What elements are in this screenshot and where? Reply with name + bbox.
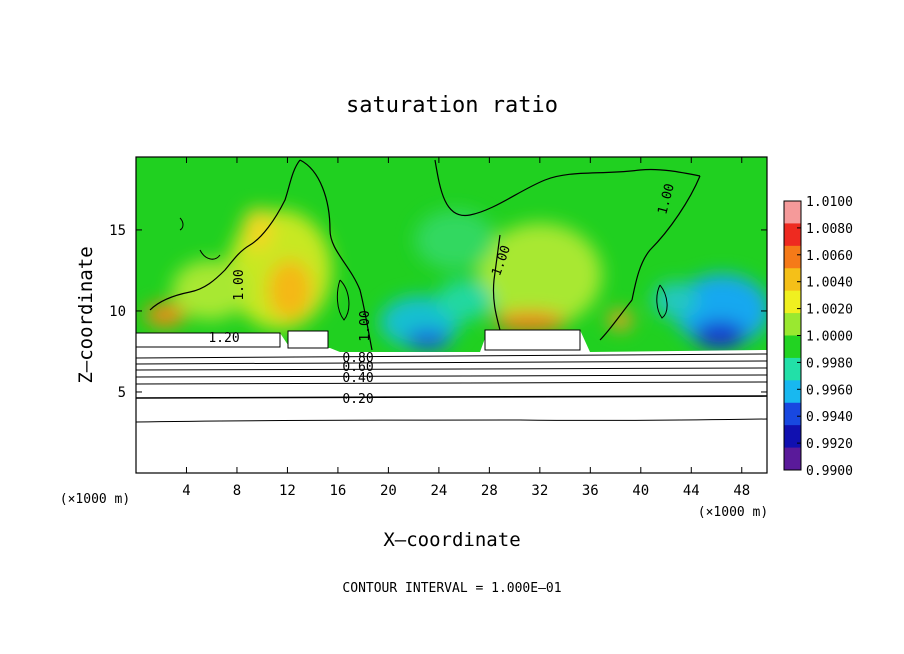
colorbar-segment [784,290,801,314]
subsaturation-region [415,210,495,270]
colorbar-label: 0.9960 [806,383,853,398]
y-tick-label: 5 [118,385,126,401]
colorbar-label: 1.0000 [806,330,853,345]
colorbar-segment [784,313,801,336]
x-unit-label: (×1000 m) [60,492,130,507]
contour-labels: 1.00 1.00 1.00 1.00 1.20 0.80 0.60 0.40 … [208,182,678,407]
colorbar-segment [784,201,801,224]
x-tick-label: 12 [279,483,296,499]
subsaturation-region [694,321,746,349]
ground-block [136,332,281,348]
y-axis-label: Z–coordinate [75,246,97,383]
colorbar-label: 0.9900 [806,464,853,479]
x-tick-label: 16 [329,483,346,499]
contour-line [136,418,767,423]
subsaturation-region [674,274,767,346]
x-tick-label: 48 [733,483,750,499]
colorbar-label: 0.9940 [806,410,853,425]
x-tick-label: 36 [582,483,599,499]
supersaturation-plume [478,223,602,327]
colorbar-segment [784,425,801,449]
colorbar-segment [784,223,801,247]
supersaturation-plume [268,260,312,320]
ground-block [484,329,581,351]
colorbar-label: 0.9980 [806,356,853,371]
colorbar-label: 1.0020 [806,303,853,318]
contour-label: 1.00 [358,310,373,341]
contour-interval-note: CONTOUR INTERVAL = 1.000E–01 [342,581,561,596]
supersaturation-plume [145,303,185,327]
x-tick-label: 8 [233,483,241,499]
colorbar-label: 1.0100 [806,195,853,210]
contour-label: 0.40 [342,371,373,386]
contour-line [136,374,767,378]
x-tick-label: 32 [531,483,548,499]
supersaturation-plume [242,208,274,252]
x-tick-label: 24 [430,483,447,499]
y-tick-label: 15 [109,223,126,239]
colorbar-segment [784,380,801,404]
upper-contour-1.00-left [149,159,373,351]
contour-label: 0.80 [342,351,373,366]
contour-label: 0.60 [342,360,373,375]
x-tick-label: 4 [182,483,190,499]
y-axis-ticks: 5 10 15 [109,223,767,401]
plot-area [136,157,767,473]
colorbar-label: 1.0080 [806,222,853,237]
subsaturation-region [437,280,493,320]
colorbar-segment [784,335,801,359]
upper-contour-1.00-mid [434,159,701,341]
colorbar-segment [784,357,801,381]
colorbar-label: 1.0040 [806,276,853,291]
x-axis-label: X–coordinate [383,529,520,551]
lower-region [136,330,767,473]
plot-frame [135,156,768,474]
colorbar-label: 0.9920 [806,437,853,452]
contour-label: 1.20 [208,331,239,346]
colorbar-segment [784,402,801,426]
colorbar-segment [784,447,801,471]
upper-contour-1.00-wiggle [179,217,668,321]
saturation-anomalies [145,208,767,350]
chart-title: saturation ratio [346,93,558,118]
contour-label: 0.20 [342,392,373,407]
colorbar-label: 1.0060 [806,249,853,264]
x-axis-ticks: 4 8 12 16 20 24 28 32 36 40 44 48 [182,157,750,499]
y-tick-label: 10 [109,304,126,320]
supersaturation-plume [494,312,566,332]
subsaturation-region [653,282,697,318]
contour-label: 1.00 [232,269,247,300]
x-tick-label: 44 [683,483,700,499]
supersaturation-plume [172,260,248,320]
contour-line [136,381,767,385]
x-tick-label: 20 [380,483,397,499]
subsaturation-region [406,330,450,350]
ground-block [287,330,329,349]
colorbar: 1.0100 1.0080 1.0060 1.0040 1.0020 1.0000 0.99… [783,195,853,479]
x-tick-label: 28 [481,483,498,499]
colorbar-segment [784,268,801,292]
z-unit-label: (×1000 m) [698,505,768,520]
x-tick-label: 40 [632,483,649,499]
upper-contour-1.00-center [492,234,501,331]
contour-line [136,395,767,399]
supersaturation-plume [608,310,632,330]
colorbar-segment [784,245,801,269]
